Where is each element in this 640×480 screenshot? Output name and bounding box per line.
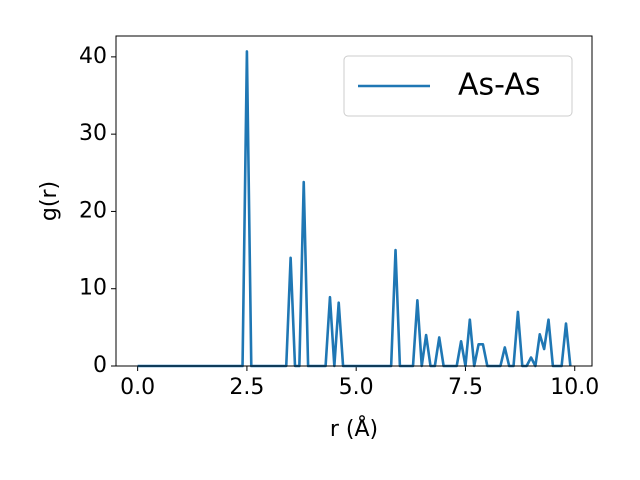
legend-box bbox=[343, 55, 573, 117]
plot-frame bbox=[115, 35, 593, 367]
y-tick-label: 40 bbox=[79, 44, 107, 69]
y-tick-label: 30 bbox=[79, 121, 107, 146]
x-tick-label: 5.0 bbox=[339, 375, 374, 400]
x-tick-label: 7.5 bbox=[448, 375, 483, 400]
x-tick-label: 2.5 bbox=[229, 375, 264, 400]
y-tick-label: 20 bbox=[79, 198, 107, 223]
y-axis-label: g(r) bbox=[37, 181, 62, 221]
x-axis-label: r (Å) bbox=[330, 415, 378, 442]
y-tick-label: 0 bbox=[93, 353, 107, 378]
x-tick-label: 0.0 bbox=[120, 375, 155, 400]
x-tick-label: 10.0 bbox=[550, 375, 599, 400]
legend-label: As-As bbox=[458, 68, 540, 103]
y-tick-label: 10 bbox=[79, 276, 107, 301]
